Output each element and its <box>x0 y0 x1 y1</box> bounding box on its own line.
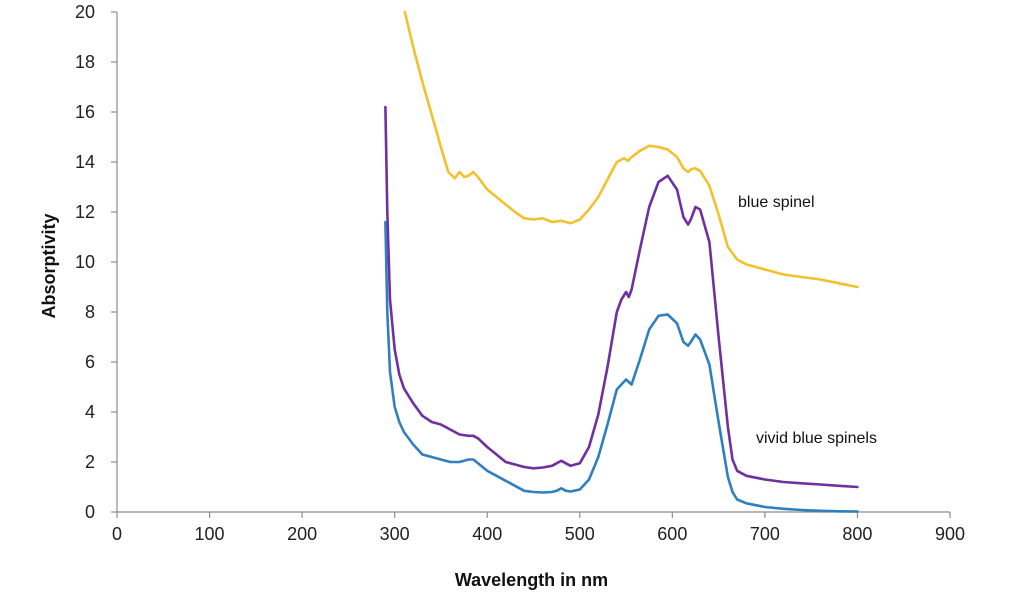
x-tick-label: 200 <box>287 524 317 544</box>
series-group <box>384 10 859 513</box>
x-tick-label: 600 <box>657 524 687 544</box>
annotations: blue spinel vivid blue spinels <box>738 194 877 447</box>
y-tick-label: 18 <box>75 52 95 72</box>
x-tick-label: 800 <box>842 524 872 544</box>
series-line-2 <box>384 220 859 513</box>
x-tick-label: 0 <box>112 524 122 544</box>
y-tick-label: 12 <box>75 202 95 222</box>
x-tick-label: 100 <box>195 524 225 544</box>
x-tick-label: 400 <box>472 524 502 544</box>
x-axis-title: Wavelength in nm <box>455 570 608 590</box>
series-annotation: blue spinel <box>738 194 815 211</box>
x-tick-label: 700 <box>750 524 780 544</box>
y-tick-label: 2 <box>85 452 95 472</box>
y-tick-label: 20 <box>75 2 95 22</box>
x-axis-ticks: 0 100 200 300 400 500 600 700 800 900 <box>112 512 965 544</box>
y-tick-label: 0 <box>85 502 95 522</box>
x-tick-label: 900 <box>935 524 965 544</box>
x-tick-label: 500 <box>565 524 595 544</box>
y-tick-label: 16 <box>75 102 95 122</box>
series-line-0 <box>403 10 859 289</box>
y-tick-label: 4 <box>85 402 95 422</box>
y-tick-label: 8 <box>85 302 95 322</box>
y-tick-label: 10 <box>75 252 95 272</box>
y-tick-label: 6 <box>85 352 95 372</box>
y-axis-ticks: 0 2 4 6 8 10 12 14 16 18 20 <box>75 2 117 522</box>
series-annotation: vivid blue spinels <box>756 430 877 447</box>
series-line-1 <box>384 105 859 489</box>
y-axis-title: Absorptivity <box>39 213 59 318</box>
x-tick-label: 300 <box>380 524 410 544</box>
y-tick-label: 14 <box>75 152 95 172</box>
